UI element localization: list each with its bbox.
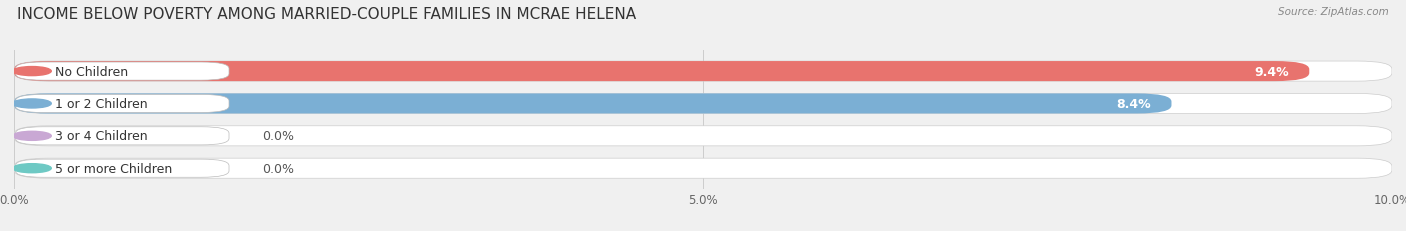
FancyBboxPatch shape [14, 62, 1309, 82]
Text: 5 or more Children: 5 or more Children [55, 162, 173, 175]
FancyBboxPatch shape [15, 127, 229, 145]
FancyBboxPatch shape [14, 158, 1392, 179]
Text: 1 or 2 Children: 1 or 2 Children [55, 97, 148, 110]
Circle shape [13, 100, 51, 109]
FancyBboxPatch shape [15, 63, 229, 81]
Text: 8.4%: 8.4% [1116, 97, 1152, 110]
Circle shape [13, 164, 51, 173]
FancyBboxPatch shape [14, 62, 1392, 82]
FancyBboxPatch shape [15, 95, 229, 113]
Text: 0.0%: 0.0% [262, 162, 294, 175]
FancyBboxPatch shape [14, 126, 1392, 146]
Text: No Children: No Children [55, 65, 128, 78]
FancyBboxPatch shape [14, 94, 1171, 114]
FancyBboxPatch shape [14, 94, 1392, 114]
Circle shape [13, 132, 51, 141]
Circle shape [13, 67, 51, 76]
FancyBboxPatch shape [15, 159, 229, 177]
Text: 9.4%: 9.4% [1254, 65, 1289, 78]
Text: INCOME BELOW POVERTY AMONG MARRIED-COUPLE FAMILIES IN MCRAE HELENA: INCOME BELOW POVERTY AMONG MARRIED-COUPL… [17, 7, 636, 22]
Text: 0.0%: 0.0% [262, 130, 294, 143]
Text: 3 or 4 Children: 3 or 4 Children [55, 130, 148, 143]
Text: Source: ZipAtlas.com: Source: ZipAtlas.com [1278, 7, 1389, 17]
